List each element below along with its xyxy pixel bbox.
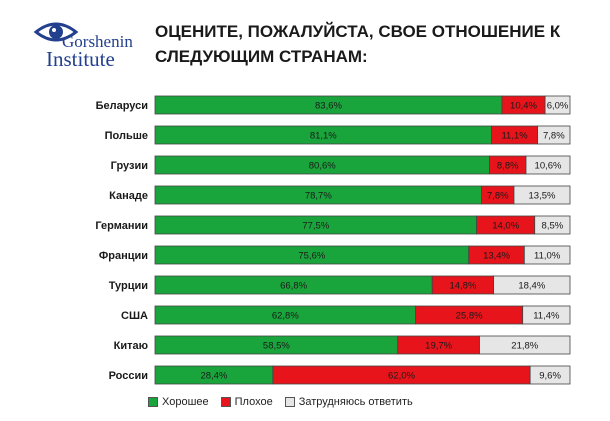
legend-swatch xyxy=(284,397,295,407)
legend-item: Хорошее xyxy=(148,396,209,408)
data-label: 62,0% xyxy=(388,371,415,382)
bar-segment xyxy=(522,305,571,325)
data-label: 66,8% xyxy=(280,281,307,292)
data-label: 13,5% xyxy=(529,191,556,202)
logo-eye-icon xyxy=(33,22,79,42)
data-label: 14,8% xyxy=(449,281,476,292)
legend-swatch xyxy=(220,397,231,407)
bar-segment xyxy=(523,245,571,265)
legend-label: Хорошее xyxy=(162,396,209,408)
data-label: 19,7% xyxy=(425,341,452,352)
legend-swatch xyxy=(148,397,158,407)
category-label: Грузии xyxy=(111,160,148,172)
data-label: 9,6% xyxy=(539,371,561,382)
category-label: России xyxy=(109,370,148,382)
bar-segment xyxy=(534,215,571,235)
category-label: Беларуси xyxy=(96,100,148,112)
category-label: Польше xyxy=(105,130,148,142)
category-label: Франции xyxy=(99,250,148,262)
data-label: 11,0% xyxy=(534,251,561,262)
logo-text-institute: Institute xyxy=(46,47,115,71)
legend-label: Затрудняюсь ответить xyxy=(298,396,413,408)
data-label: 25,8% xyxy=(456,311,483,322)
data-label: 80,6% xyxy=(309,161,336,172)
data-label: 8,8% xyxy=(497,161,519,172)
category-label: Канаде xyxy=(109,190,148,202)
chart-title: ОЦЕНИТЕ, ПОЖАЛУЙСТА, СВОЕ ОТНОШЕНИЕ К СЛ… xyxy=(155,22,561,66)
data-label: 81,1% xyxy=(310,131,337,142)
data-label: 62,8% xyxy=(272,311,299,322)
bar-segment xyxy=(513,185,571,205)
data-label: 11,4% xyxy=(533,311,560,322)
bar-segment xyxy=(529,365,571,385)
data-label: 21,8% xyxy=(511,341,538,352)
bar-segment xyxy=(493,275,571,295)
bar-segment xyxy=(525,155,571,175)
data-label: 10,4% xyxy=(510,101,537,112)
data-label: 10,6% xyxy=(535,161,562,172)
data-label: 8,5% xyxy=(542,221,564,232)
category-label: Турции xyxy=(109,280,148,292)
data-label: 11,1% xyxy=(501,131,528,142)
bar-segment xyxy=(537,125,571,145)
data-label: 18,4% xyxy=(518,281,545,292)
data-label: 6,0% xyxy=(547,101,569,112)
data-label: 14,0% xyxy=(492,221,519,232)
data-label: 83,6% xyxy=(315,101,342,112)
data-label: 58,5% xyxy=(263,341,290,352)
category-label: Китаю xyxy=(114,340,148,352)
data-label: 75,6% xyxy=(298,251,325,262)
legend-item: Плохое xyxy=(220,396,273,408)
logo-text-gorshenin: Gorshenin xyxy=(62,32,133,51)
data-label: 78,7% xyxy=(305,191,332,202)
data-label: 28,4% xyxy=(200,371,227,382)
data-label: 7,8% xyxy=(543,131,565,142)
data-label: 77,5% xyxy=(302,221,329,232)
category-label: Германии xyxy=(95,220,148,232)
data-label: 13,4% xyxy=(483,251,510,262)
legend-item: Затрудняюсь ответить xyxy=(284,396,413,408)
category-label: США xyxy=(121,310,148,322)
data-label: 7,8% xyxy=(487,191,509,202)
bar-segment xyxy=(544,95,571,115)
legend-label: Плохое xyxy=(234,396,273,408)
bar-segment xyxy=(479,335,571,355)
chart-legend: Хорошее Плохое Затрудняюсь ответить xyxy=(148,396,425,408)
